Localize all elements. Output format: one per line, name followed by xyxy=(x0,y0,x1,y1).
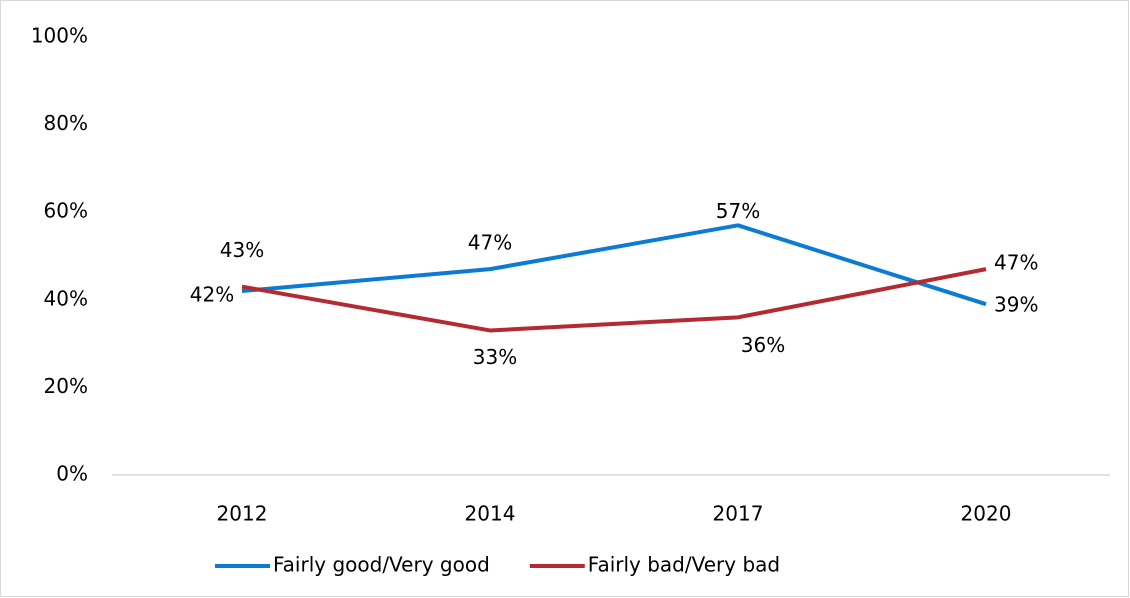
data-label: 39% xyxy=(994,293,1038,317)
x-tick-label: 2012 xyxy=(217,502,268,526)
y-tick-label: 20% xyxy=(44,374,88,398)
x-tick-label: 2020 xyxy=(961,502,1012,526)
series-line xyxy=(241,267,987,333)
x-tick-label: 2014 xyxy=(465,502,516,526)
legend-label: Fairly bad/Very bad xyxy=(588,553,780,577)
y-tick-label: 0% xyxy=(56,462,88,486)
x-tick-label: 2017 xyxy=(713,502,764,526)
data-label: 36% xyxy=(741,333,785,357)
data-label: 33% xyxy=(473,345,517,369)
data-label: 47% xyxy=(994,251,1038,275)
y-tick-label: 80% xyxy=(44,111,88,135)
data-label: 57% xyxy=(716,199,760,223)
data-label: 47% xyxy=(468,231,512,255)
data-label: 42% xyxy=(190,283,234,307)
series-line xyxy=(241,223,987,307)
y-tick-label: 100% xyxy=(31,24,88,48)
y-tick-label: 40% xyxy=(44,286,88,310)
legend-label: Fairly good/Very good xyxy=(273,553,490,577)
data-label: 43% xyxy=(220,238,264,262)
y-tick-label: 60% xyxy=(44,199,88,223)
